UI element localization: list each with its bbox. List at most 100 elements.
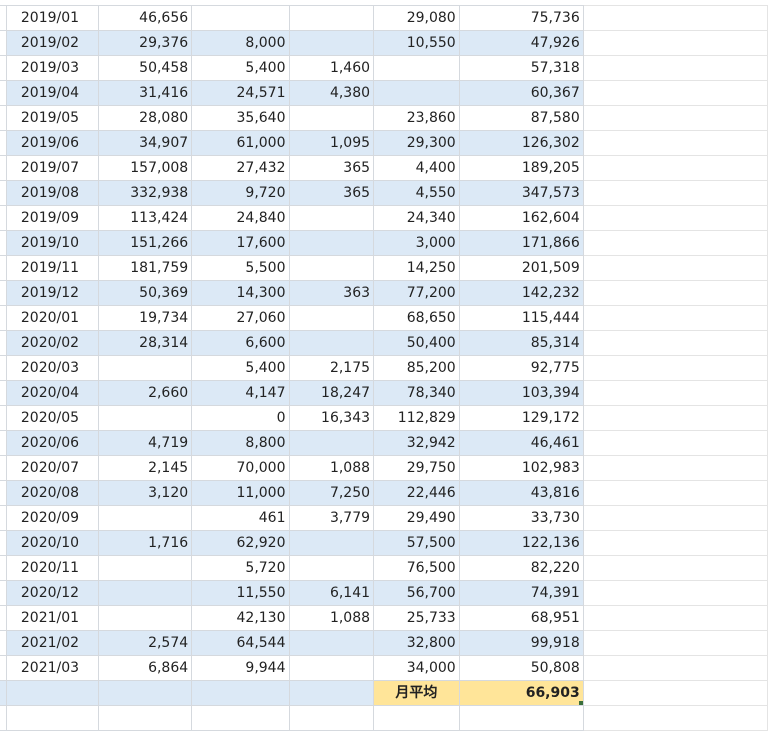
- value-cell[interactable]: 17,600: [191, 230, 290, 256]
- value-cell[interactable]: 10,550: [373, 30, 460, 56]
- value-cell[interactable]: 347,573: [458, 180, 584, 206]
- value-cell[interactable]: 35,640: [191, 105, 290, 131]
- value-cell[interactable]: 62,920: [191, 530, 290, 556]
- value-cell[interactable]: 92,775: [458, 355, 584, 381]
- empty-cell[interactable]: [582, 405, 768, 431]
- empty-cell[interactable]: [582, 605, 768, 631]
- value-cell[interactable]: 29,750: [373, 455, 460, 481]
- value-cell[interactable]: 2,574: [97, 630, 193, 656]
- empty-cell[interactable]: [373, 705, 460, 731]
- empty-cell[interactable]: [582, 455, 768, 481]
- fill-handle[interactable]: [578, 701, 583, 705]
- value-cell[interactable]: 14,300: [191, 280, 290, 306]
- month-cell[interactable]: 2021/01: [5, 605, 99, 631]
- month-cell[interactable]: 2020/07: [5, 455, 99, 481]
- value-cell[interactable]: 0: [191, 405, 290, 431]
- value-cell[interactable]: 5,400: [191, 55, 290, 81]
- value-cell[interactable]: 365: [288, 180, 375, 206]
- value-cell[interactable]: 23,860: [373, 105, 460, 131]
- value-cell[interactable]: 1,088: [288, 455, 375, 481]
- value-cell[interactable]: 14,250: [373, 255, 460, 281]
- month-cell[interactable]: 2021/03: [5, 655, 99, 681]
- month-cell[interactable]: 2020/10: [5, 530, 99, 556]
- month-cell[interactable]: 2019/09: [5, 205, 99, 231]
- monthly-average-label[interactable]: 月平均: [373, 680, 460, 706]
- value-cell[interactable]: 11,550: [191, 580, 290, 606]
- value-cell[interactable]: 201,509: [458, 255, 584, 281]
- value-cell[interactable]: 43,816: [458, 480, 584, 506]
- value-cell[interactable]: [288, 655, 375, 681]
- value-cell[interactable]: 75,736: [458, 5, 584, 31]
- month-cell[interactable]: 2019/10: [5, 230, 99, 256]
- empty-cell[interactable]: [5, 705, 99, 731]
- value-cell[interactable]: 3,120: [97, 480, 193, 506]
- value-cell[interactable]: 57,500: [373, 530, 460, 556]
- empty-cell[interactable]: [97, 705, 193, 731]
- value-cell[interactable]: 363: [288, 280, 375, 306]
- value-cell[interactable]: 29,300: [373, 130, 460, 156]
- value-cell[interactable]: 8,000: [191, 30, 290, 56]
- empty-cell[interactable]: [582, 705, 768, 731]
- value-cell[interactable]: 181,759: [97, 255, 193, 281]
- month-cell[interactable]: 2019/01: [5, 5, 99, 31]
- empty-cell[interactable]: [582, 30, 768, 56]
- value-cell[interactable]: 4,550: [373, 180, 460, 206]
- value-cell[interactable]: 6,141: [288, 580, 375, 606]
- value-cell[interactable]: 46,656: [97, 5, 193, 31]
- value-cell[interactable]: 151,266: [97, 230, 193, 256]
- month-cell[interactable]: 2019/06: [5, 130, 99, 156]
- empty-cell[interactable]: [582, 155, 768, 181]
- value-cell[interactable]: 1,716: [97, 530, 193, 556]
- value-cell[interactable]: [288, 530, 375, 556]
- value-cell[interactable]: [288, 5, 375, 31]
- value-cell[interactable]: 99,918: [458, 630, 584, 656]
- value-cell[interactable]: 115,444: [458, 305, 584, 331]
- empty-cell[interactable]: [582, 305, 768, 331]
- value-cell[interactable]: [288, 230, 375, 256]
- value-cell[interactable]: 76,500: [373, 555, 460, 581]
- value-cell[interactable]: 1,088: [288, 605, 375, 631]
- empty-cell[interactable]: [582, 480, 768, 506]
- empty-cell[interactable]: [191, 705, 290, 731]
- value-cell[interactable]: 16,343: [288, 405, 375, 431]
- value-cell[interactable]: [373, 55, 460, 81]
- value-cell[interactable]: [288, 630, 375, 656]
- empty-cell[interactable]: [582, 630, 768, 656]
- value-cell[interactable]: 27,432: [191, 155, 290, 181]
- month-cell[interactable]: 2020/03: [5, 355, 99, 381]
- value-cell[interactable]: 5,720: [191, 555, 290, 581]
- value-cell[interactable]: [97, 580, 193, 606]
- empty-cell[interactable]: [97, 680, 193, 706]
- monthly-average-value[interactable]: 66,903: [458, 680, 584, 706]
- value-cell[interactable]: [97, 555, 193, 581]
- empty-cell[interactable]: [458, 705, 584, 731]
- month-cell[interactable]: 2020/06: [5, 430, 99, 456]
- month-cell[interactable]: 2019/05: [5, 105, 99, 131]
- value-cell[interactable]: 85,314: [458, 330, 584, 356]
- value-cell[interactable]: 5,500: [191, 255, 290, 281]
- month-cell[interactable]: 2019/04: [5, 80, 99, 106]
- value-cell[interactable]: [373, 80, 460, 106]
- value-cell[interactable]: 28,314: [97, 330, 193, 356]
- value-cell[interactable]: 50,808: [458, 655, 584, 681]
- value-cell[interactable]: 162,604: [458, 205, 584, 231]
- value-cell[interactable]: 47,926: [458, 30, 584, 56]
- value-cell[interactable]: 1,460: [288, 55, 375, 81]
- value-cell[interactable]: 5,400: [191, 355, 290, 381]
- value-cell[interactable]: 68,951: [458, 605, 584, 631]
- value-cell[interactable]: 102,983: [458, 455, 584, 481]
- value-cell[interactable]: 1,095: [288, 130, 375, 156]
- value-cell[interactable]: 461: [191, 505, 290, 531]
- empty-cell[interactable]: [582, 230, 768, 256]
- value-cell[interactable]: 31,416: [97, 80, 193, 106]
- month-cell[interactable]: 2020/05: [5, 405, 99, 431]
- month-cell[interactable]: 2019/07: [5, 155, 99, 181]
- value-cell[interactable]: 2,145: [97, 455, 193, 481]
- empty-cell[interactable]: [582, 255, 768, 281]
- value-cell[interactable]: 171,866: [458, 230, 584, 256]
- value-cell[interactable]: [191, 5, 290, 31]
- month-cell[interactable]: 2019/03: [5, 55, 99, 81]
- value-cell[interactable]: 46,461: [458, 430, 584, 456]
- empty-cell[interactable]: [582, 205, 768, 231]
- value-cell[interactable]: 42,130: [191, 605, 290, 631]
